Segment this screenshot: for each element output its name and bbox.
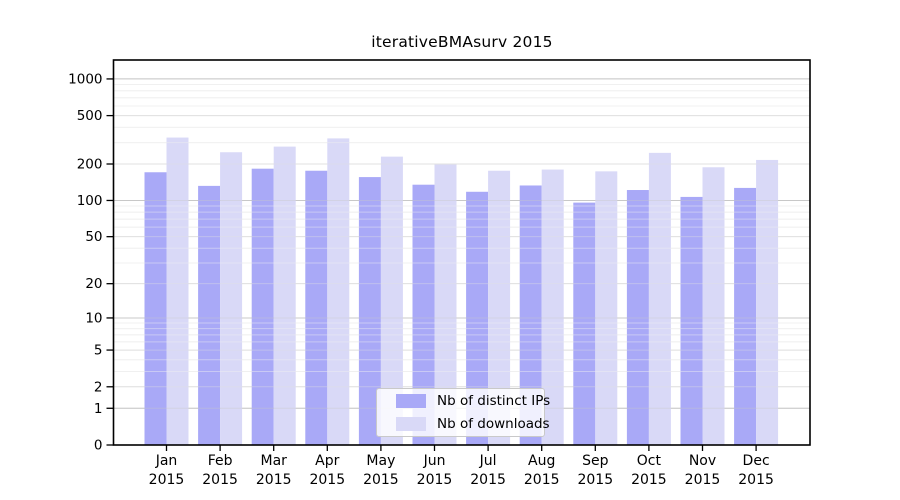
y-tick-label: 50	[85, 229, 102, 245]
bar-distinct-ips-apr	[305, 170, 328, 445]
bar-downloads-oct	[648, 152, 671, 446]
x-tick-label-month: Jun	[423, 453, 446, 469]
bar-downloads-apr	[327, 138, 350, 445]
x-tick-label-month: Aug	[528, 453, 555, 469]
bar-downloads-sep	[595, 171, 618, 445]
bar-distinct-ips-may	[358, 177, 381, 445]
y-tick-label: 5	[94, 343, 103, 359]
bar-downloads-dec	[756, 159, 779, 445]
x-tick-label-year: 2015	[256, 472, 292, 488]
bar-distinct-ips-jul	[466, 191, 489, 445]
bar-downloads-aug	[541, 169, 564, 445]
legend-swatch-downloads	[396, 417, 426, 431]
y-tick-label: 100	[77, 193, 103, 209]
bar-distinct-ips-sep	[573, 202, 596, 445]
x-tick-label-year: 2015	[363, 472, 399, 488]
bar-distinct-ips-jun	[412, 184, 435, 445]
x-tick-label-month: Dec	[743, 453, 770, 469]
y-tick-label: 0	[94, 438, 103, 454]
bar-downloads-jun	[434, 164, 457, 446]
chart-title: iterativeBMAsurv 2015	[371, 33, 553, 51]
bar-downloads-jul	[488, 170, 511, 445]
y-tick-label: 500	[77, 108, 103, 124]
legend-label-downloads: Nb of downloads	[437, 416, 550, 432]
x-tick-label-year: 2015	[309, 472, 345, 488]
bar-downloads-may	[380, 156, 403, 445]
legend-item-distinct-ips: Nb of distinct IPs	[396, 393, 550, 409]
x-tick-label-year: 2015	[149, 472, 185, 488]
x-tick-label-month: Apr	[315, 453, 339, 469]
y-tick-label: 1	[94, 401, 103, 417]
x-tick-label-month: Oct	[637, 453, 662, 469]
x-tick-label-month: Mar	[260, 453, 287, 469]
y-tick-label: 10	[85, 310, 102, 326]
x-tick-label-month: Jan	[155, 453, 178, 469]
x-tick-label-month: Nov	[689, 453, 716, 469]
bar-distinct-ips-aug	[519, 185, 542, 445]
bar-distinct-ips-nov	[680, 196, 703, 445]
bar-downloads-jan	[166, 137, 189, 446]
plot-frame	[112, 59, 811, 446]
bar-downloads-nov	[702, 167, 725, 445]
bar-distinct-ips-mar	[251, 168, 274, 445]
x-tick-label-month: Jul	[479, 453, 497, 469]
legend-label-distinct-ips: Nb of distinct IPs	[437, 393, 551, 409]
x-tick-label-year: 2015	[631, 472, 667, 488]
y-tick-label: 200	[77, 157, 103, 173]
x-tick-label-month: May	[366, 453, 395, 469]
bar-distinct-ips-dec	[734, 187, 757, 445]
x-tick-label-year: 2015	[470, 472, 506, 488]
x-tick-label-year: 2015	[417, 472, 453, 488]
x-tick-label-year: 2015	[685, 472, 721, 488]
x-tick-label-year: 2015	[738, 472, 774, 488]
y-tick-label: 2	[94, 379, 103, 395]
bar-downloads-mar	[273, 146, 296, 445]
x-tick-label-year: 2015	[524, 472, 560, 488]
x-tick-label-month: Feb	[208, 453, 233, 469]
legend: Nb of distinct IPs Nb of downloads	[376, 388, 550, 437]
bar-distinct-ips-feb	[198, 185, 221, 445]
x-tick-label-year: 2015	[577, 472, 613, 488]
y-tick-label: 1000	[68, 71, 102, 87]
bar-downloads-feb	[220, 152, 243, 445]
x-tick-label-year: 2015	[202, 472, 238, 488]
x-tick-label-month: Sep	[582, 453, 609, 469]
bar-distinct-ips-oct	[626, 190, 649, 445]
legend-swatch-distinct-ips	[396, 394, 426, 408]
legend-item-downloads: Nb of downloads	[396, 416, 550, 432]
bar-distinct-ips-jan	[144, 172, 167, 445]
y-tick-label: 20	[85, 276, 102, 292]
